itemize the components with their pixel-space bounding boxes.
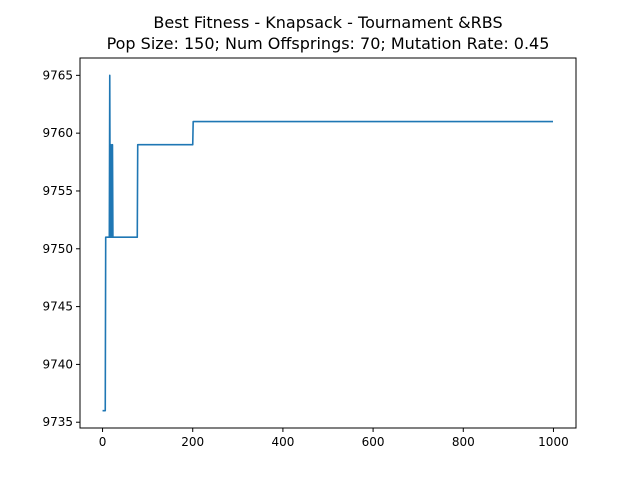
x-tick-label: 1000 [538, 435, 569, 449]
x-axis-ticks: 0 200 400 600 800 1000 [99, 428, 569, 449]
chart-title: Best Fitness - Knapsack - Tournament &RB… [153, 13, 502, 32]
y-tick-label: 9735 [42, 415, 73, 429]
x-tick-label: 200 [181, 435, 204, 449]
x-tick-label: 600 [362, 435, 385, 449]
y-tick-label: 9740 [42, 357, 73, 371]
x-tick-label: 0 [99, 435, 107, 449]
x-tick-label: 400 [271, 435, 294, 449]
x-tick-label: 800 [452, 435, 475, 449]
y-tick-label: 9755 [42, 184, 73, 198]
axes-frame [79, 57, 577, 429]
best-fitness-series-line [102, 74, 553, 412]
y-axis-ticks: 9735 9740 9745 9750 9755 9760 9765 [42, 68, 80, 429]
chart-subtitle: Pop Size: 150; Num Offsprings: 70; Mutat… [107, 34, 550, 53]
y-tick-label: 9750 [42, 242, 73, 256]
y-tick-label: 9745 [42, 300, 73, 314]
plot-content [102, 74, 553, 412]
y-tick-label: 9760 [42, 126, 73, 140]
y-tick-label: 9765 [42, 68, 73, 82]
